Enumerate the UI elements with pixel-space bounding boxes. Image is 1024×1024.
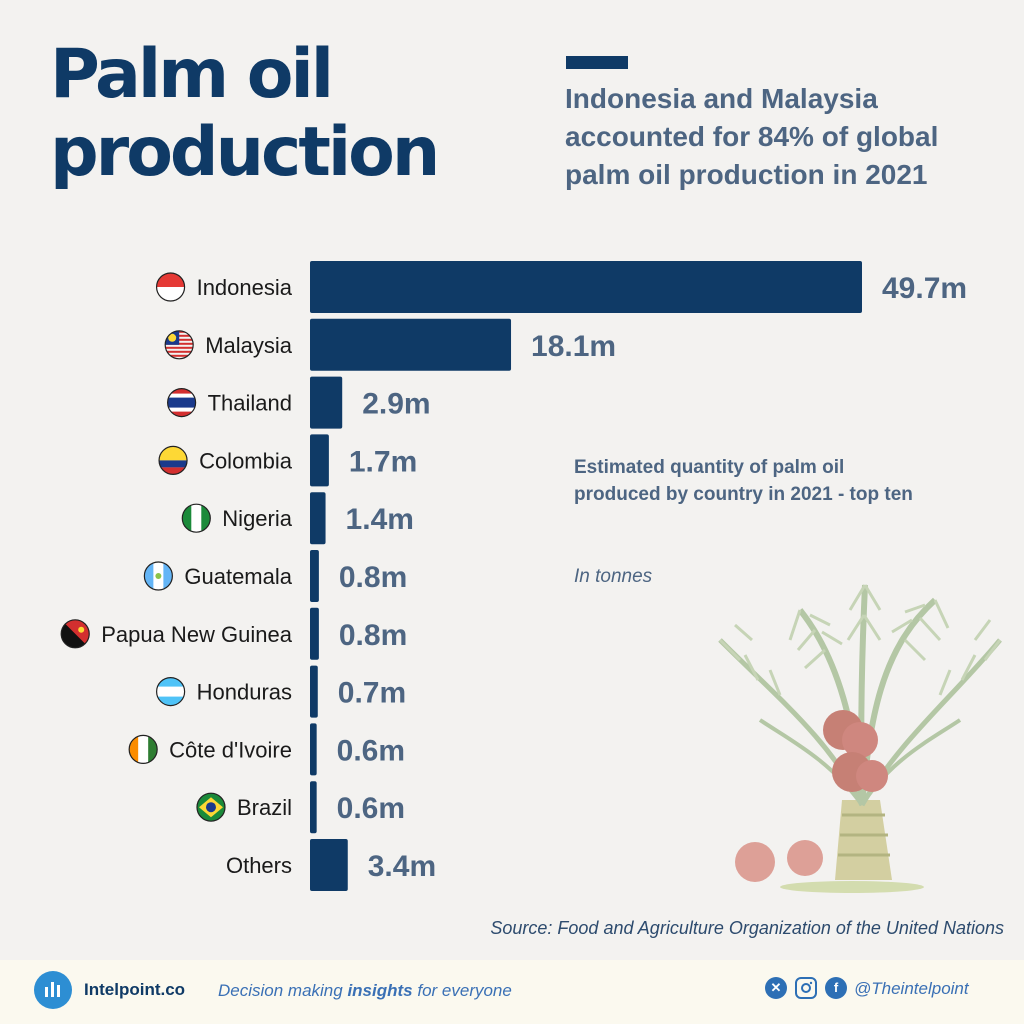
category-label: Côte d'Ivoire bbox=[169, 737, 292, 762]
bar bbox=[310, 550, 319, 602]
category-label: Indonesia bbox=[197, 275, 293, 300]
subtitle: Indonesia and Malaysia accounted for 84%… bbox=[565, 83, 939, 190]
data-label: 1.7m bbox=[349, 445, 417, 478]
bar bbox=[310, 723, 317, 776]
thailand-flag-icon bbox=[167, 388, 197, 418]
bar bbox=[310, 665, 318, 718]
instagram-icon[interactable] bbox=[795, 977, 817, 999]
malaysia-flag-icon bbox=[164, 330, 194, 360]
data-label: 49.7m bbox=[882, 272, 967, 305]
category-label: Malaysia bbox=[205, 333, 293, 358]
source-note: Source: Food and Agriculture Organizatio… bbox=[490, 918, 1004, 938]
tagline-pre: Decision making bbox=[218, 981, 348, 1000]
tagline-bold: insights bbox=[347, 981, 413, 1000]
bar bbox=[310, 607, 319, 660]
category-label: Brazil bbox=[237, 795, 292, 820]
tagline: Decision making insights for everyone bbox=[218, 981, 512, 1001]
tagline-post: for everyone bbox=[412, 981, 512, 1000]
chart-description: Estimated quantity of palm oil produced … bbox=[574, 457, 913, 505]
accent-bar bbox=[566, 56, 628, 69]
data-label: 18.1m bbox=[531, 330, 616, 363]
category-label: Nigeria bbox=[222, 506, 292, 531]
data-label: 0.6m bbox=[337, 734, 405, 767]
data-label: 0.8m bbox=[339, 619, 407, 652]
intelpoint-logo-icon[interactable] bbox=[34, 971, 72, 1009]
data-label: 0.6m bbox=[337, 792, 405, 825]
category-label: Honduras bbox=[197, 680, 292, 705]
category-label: Colombia bbox=[199, 448, 293, 473]
bar bbox=[310, 376, 343, 429]
category-label: Guatemala bbox=[184, 564, 292, 589]
bar-chart: 49.7m Indonesia 18.1m Malaysia 2.9m Thailand 1… bbox=[60, 261, 1002, 893]
brazil-flag-icon bbox=[196, 792, 226, 822]
palm-tree-illustration bbox=[718, 584, 1002, 893]
bar bbox=[310, 318, 512, 371]
data-label: 1.4m bbox=[346, 503, 414, 536]
guatemala-flag-icon bbox=[143, 561, 173, 591]
facebook-icon[interactable]: f bbox=[825, 977, 847, 999]
bar bbox=[310, 839, 348, 891]
x-icon[interactable]: ✕ bbox=[765, 977, 787, 999]
indonesia-flag-icon bbox=[155, 272, 186, 302]
honduras-flag-icon bbox=[156, 676, 186, 707]
bar bbox=[310, 434, 329, 487]
colombia-flag-icon bbox=[158, 445, 188, 475]
cote-divoire-flag-icon bbox=[128, 734, 158, 765]
papua-new-guinea-flag-icon bbox=[60, 619, 90, 649]
chart-unit: In tonnes bbox=[574, 566, 653, 587]
category-label: Thailand bbox=[208, 391, 292, 416]
bar bbox=[310, 781, 317, 834]
data-label: 0.7m bbox=[338, 677, 406, 710]
footer: Intelpoint.co Decision making insights f… bbox=[0, 960, 1024, 1024]
brand-link[interactable]: Intelpoint.co bbox=[84, 980, 186, 999]
nigeria-flag-icon bbox=[181, 503, 211, 533]
data-label: 3.4m bbox=[368, 850, 436, 883]
data-label: 2.9m bbox=[362, 388, 430, 421]
page-title: Palm oil production bbox=[50, 35, 440, 192]
data-label: 0.8m bbox=[339, 561, 407, 594]
category-label: Papua New Guinea bbox=[101, 622, 293, 647]
social-handle[interactable]: @Theintelpoint bbox=[854, 979, 969, 998]
bar bbox=[310, 261, 862, 313]
bar bbox=[310, 492, 326, 545]
category-label: Others bbox=[226, 853, 292, 878]
